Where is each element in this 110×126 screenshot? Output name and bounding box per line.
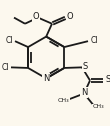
Text: CH₃: CH₃: [58, 98, 69, 103]
Text: S: S: [105, 75, 110, 84]
Text: S: S: [83, 62, 88, 71]
Text: Cl: Cl: [5, 36, 13, 45]
Text: O: O: [67, 12, 73, 21]
Text: CH₃: CH₃: [93, 104, 104, 109]
Text: Cl: Cl: [90, 36, 98, 45]
Text: N: N: [81, 88, 87, 97]
Text: N: N: [43, 74, 49, 83]
Text: Cl: Cl: [1, 63, 9, 72]
Text: O: O: [32, 12, 39, 21]
